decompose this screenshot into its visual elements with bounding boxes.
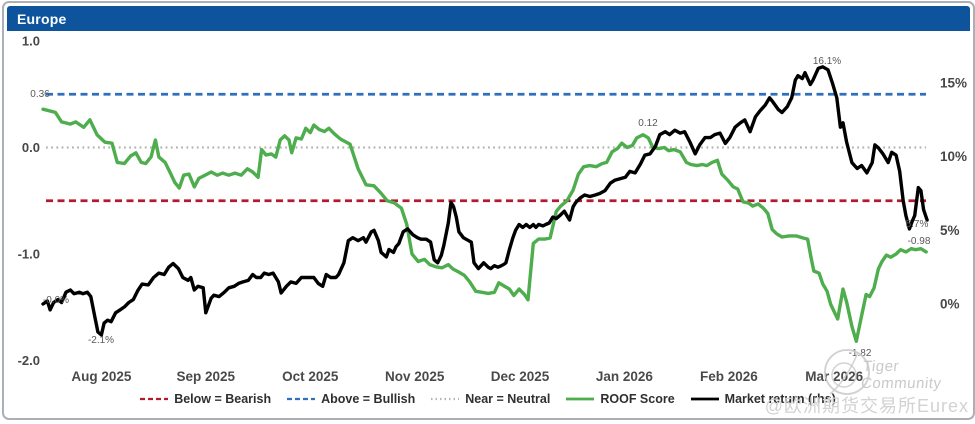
left-axis-tick: -2.0 <box>18 353 40 368</box>
x-axis-month-label: Sep 2025 <box>177 369 236 384</box>
right-axis-tick: 0% <box>940 297 960 312</box>
annotation-0-36: 0.36 <box>30 89 50 100</box>
annotation-0-0: -0.0% <box>43 295 69 306</box>
legend-swatch <box>690 397 719 401</box>
legend-item-roof-score: ROOF Score <box>565 392 675 406</box>
legend-item-below-bearish: Below = Bearish <box>139 392 271 406</box>
x-axis-month-label: Nov 2025 <box>385 369 445 384</box>
legend-item-market-return-rhs: Market return (rhs) <box>690 392 836 406</box>
left-axis-tick: 0.0 <box>22 140 40 155</box>
left-axis-tick: -1.0 <box>18 247 40 262</box>
right-axis-tick: 5% <box>940 223 960 238</box>
annotation-0-12: 0.12 <box>638 118 658 129</box>
legend-swatch <box>566 397 595 401</box>
legend-label: Below = Bearish <box>174 392 272 406</box>
right-axis-tick: 15% <box>940 76 967 91</box>
annotation-5-7: 5.7% <box>906 219 929 230</box>
legend-label: Above = Bullish <box>321 392 416 406</box>
legend-item-near-neutral: Near = Neutral <box>430 392 550 406</box>
legend-label: Near = Neutral <box>465 392 551 406</box>
roof-score-line <box>41 107 928 343</box>
annotation-1-82: -1.82 <box>849 348 872 359</box>
panel-title: Europe <box>17 10 67 27</box>
annotation-2-1: -2.1% <box>88 335 114 346</box>
legend-swatch <box>287 397 316 401</box>
left-axis-tick: 1.0 <box>22 34 40 49</box>
x-axis-month-label: Dec 2025 <box>491 369 550 384</box>
x-axis-month-label: Jan 2026 <box>596 369 654 384</box>
panel-title-bar: Europe <box>7 6 970 31</box>
market-return-rhs-line <box>41 65 929 337</box>
x-axis-month-label: Aug 2025 <box>71 369 132 384</box>
legend-label: ROOF Score <box>600 392 675 406</box>
x-axis-month-label: Mar 2026 <box>805 369 863 384</box>
x-axis-month-label: Oct 2025 <box>282 369 339 384</box>
x-axis-month-label: Feb 2026 <box>700 369 758 384</box>
chart-legend: Below = Bearish Above = Bullish Near = Neu… <box>0 392 975 406</box>
annotation-16-1: 16.1% <box>813 56 841 67</box>
legend-label: Market return (rhs) <box>724 392 836 406</box>
legend-swatch <box>140 397 169 401</box>
legend-swatch <box>431 397 460 401</box>
legend-item-above-bullish: Above = Bullish <box>286 392 415 406</box>
right-axis-tick: 10% <box>940 149 967 164</box>
annotation-0-98: -0.98 <box>908 236 931 247</box>
